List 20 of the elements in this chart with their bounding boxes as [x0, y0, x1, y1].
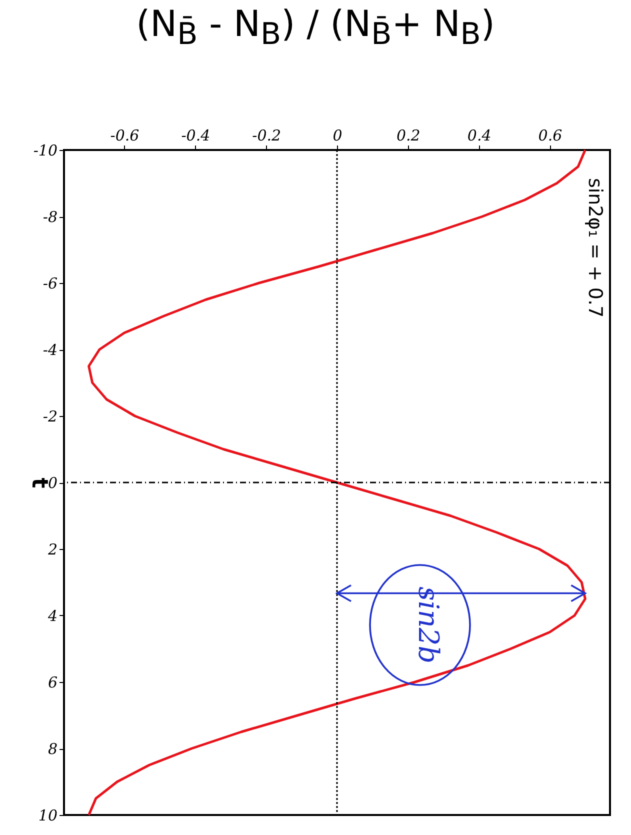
- x-tick-label: -0.4: [181, 126, 210, 144]
- y-tick-label: -8: [42, 208, 58, 226]
- y-tick-label: 2: [46, 540, 58, 558]
- y-tick-label: 4: [46, 607, 58, 625]
- x-tick-label: 0.2: [396, 126, 420, 144]
- y-tick-label: -2: [42, 408, 58, 426]
- x-tick-label: 0.6: [538, 126, 563, 144]
- text: (N$_{B̄}$ - N$_{B}$) / (N$_{B̄}$+ N$_{B}$): [136, 4, 495, 52]
- annotation: sin2b: [412, 586, 445, 664]
- y-tick-label: 8: [48, 740, 58, 758]
- y-tick-label: 6: [48, 674, 58, 692]
- y-tick-label: 10: [38, 806, 58, 824]
- x-tick-label: -0.6: [110, 126, 140, 144]
- x-tick-label: -0.2: [252, 126, 282, 144]
- y-tick-label: -6: [42, 274, 58, 292]
- y-tick-label: -10: [33, 142, 58, 160]
- annotation: sin2φ₁ = + 0.7: [584, 178, 606, 318]
- y-tick-label: -4: [42, 341, 58, 359]
- x-tick-label: 0.4: [467, 126, 492, 144]
- x-tick-label: 0: [332, 126, 343, 144]
